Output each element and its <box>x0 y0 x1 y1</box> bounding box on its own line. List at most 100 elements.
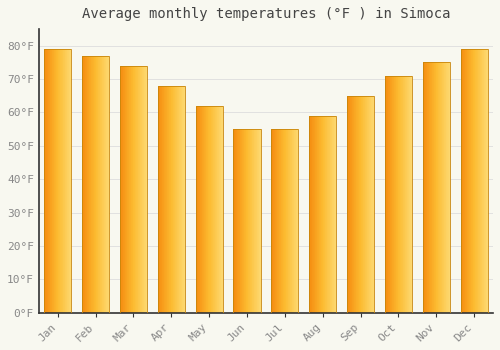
Bar <box>438 62 439 313</box>
Bar <box>443 62 444 313</box>
Bar <box>196 106 223 313</box>
Bar <box>46 49 47 313</box>
Bar <box>271 129 298 313</box>
Bar <box>218 106 220 313</box>
Bar <box>162 86 163 313</box>
Bar <box>133 66 134 313</box>
Bar <box>136 66 137 313</box>
Bar <box>44 49 72 313</box>
Bar <box>93 56 94 313</box>
Bar <box>325 116 326 313</box>
Bar <box>289 129 290 313</box>
Bar <box>371 96 372 313</box>
Bar <box>240 129 241 313</box>
Bar <box>255 129 256 313</box>
Bar <box>209 106 210 313</box>
Bar <box>486 49 487 313</box>
Bar <box>108 56 109 313</box>
Bar <box>447 62 448 313</box>
Bar <box>389 76 390 313</box>
Bar <box>120 66 121 313</box>
Bar <box>254 129 255 313</box>
Bar <box>250 129 251 313</box>
Bar <box>483 49 484 313</box>
Bar <box>288 129 289 313</box>
Bar <box>324 116 325 313</box>
Bar <box>241 129 242 313</box>
Bar <box>353 96 354 313</box>
Bar <box>253 129 254 313</box>
Bar <box>392 76 393 313</box>
Bar <box>479 49 480 313</box>
Bar <box>144 66 145 313</box>
Bar <box>82 56 109 313</box>
Bar <box>183 86 184 313</box>
Bar <box>330 116 331 313</box>
Bar <box>55 49 56 313</box>
Bar <box>204 106 205 313</box>
Bar <box>442 62 443 313</box>
Bar <box>329 116 330 313</box>
Bar <box>120 66 147 313</box>
Bar <box>426 62 428 313</box>
Bar <box>400 76 401 313</box>
Bar <box>322 116 324 313</box>
Bar <box>276 129 278 313</box>
Bar <box>161 86 162 313</box>
Bar <box>143 66 144 313</box>
Bar <box>398 76 399 313</box>
Bar <box>355 96 356 313</box>
Bar <box>405 76 406 313</box>
Bar <box>102 56 103 313</box>
Bar <box>395 76 396 313</box>
Bar <box>280 129 281 313</box>
Bar <box>272 129 274 313</box>
Bar <box>101 56 102 313</box>
Bar <box>309 116 336 313</box>
Bar <box>372 96 373 313</box>
Bar <box>123 66 124 313</box>
Bar <box>335 116 336 313</box>
Bar <box>431 62 432 313</box>
Bar <box>99 56 100 313</box>
Bar <box>309 116 310 313</box>
Bar <box>393 76 394 313</box>
Bar <box>96 56 97 313</box>
Bar <box>474 49 475 313</box>
Bar <box>61 49 62 313</box>
Bar <box>105 56 106 313</box>
Bar <box>448 62 449 313</box>
Bar <box>247 129 248 313</box>
Bar <box>436 62 437 313</box>
Bar <box>460 49 488 313</box>
Bar <box>172 86 174 313</box>
Bar <box>60 49 61 313</box>
Bar <box>430 62 431 313</box>
Bar <box>461 49 462 313</box>
Bar <box>182 86 183 313</box>
Bar <box>220 106 222 313</box>
Bar <box>121 66 122 313</box>
Bar <box>294 129 295 313</box>
Bar <box>51 49 52 313</box>
Bar <box>446 62 447 313</box>
Bar <box>163 86 164 313</box>
Bar <box>54 49 55 313</box>
Bar <box>468 49 469 313</box>
Bar <box>351 96 352 313</box>
Bar <box>49 49 50 313</box>
Bar <box>44 49 45 313</box>
Bar <box>358 96 359 313</box>
Bar <box>197 106 198 313</box>
Bar <box>132 66 133 313</box>
Bar <box>286 129 287 313</box>
Bar <box>238 129 239 313</box>
Bar <box>333 116 334 313</box>
Bar <box>95 56 96 313</box>
Bar <box>485 49 486 313</box>
Bar <box>403 76 404 313</box>
Bar <box>408 76 410 313</box>
Bar <box>135 66 136 313</box>
Bar <box>385 76 386 313</box>
Bar <box>138 66 139 313</box>
